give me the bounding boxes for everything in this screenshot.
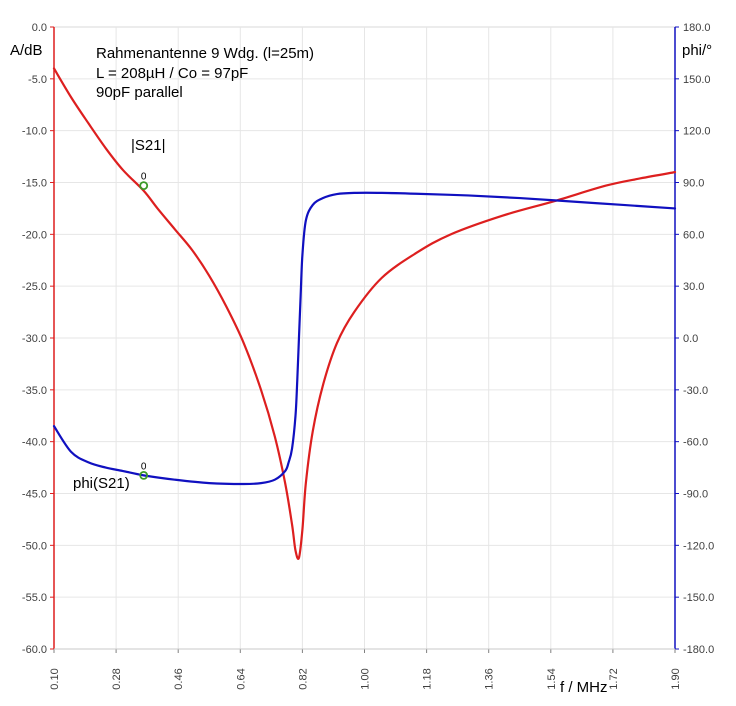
y-left-tick-label: -30.0 xyxy=(22,333,47,345)
y-left-tick-label: -45.0 xyxy=(22,489,47,501)
y-right-tick-label: -120.0 xyxy=(683,540,714,552)
x-tick-label: 0.46 xyxy=(173,668,185,689)
x-tick-label: 1.90 xyxy=(670,668,682,689)
y-left-tick-label: -5.0 xyxy=(28,74,47,86)
marker-s21 xyxy=(139,181,149,191)
series-label-phi: phi(S21) xyxy=(73,475,130,492)
x-tick-label: 1.36 xyxy=(484,668,496,689)
y-left-tick-label: -15.0 xyxy=(22,178,47,190)
y-left-tick-label: -55.0 xyxy=(22,592,47,604)
x-tick-label: 0.10 xyxy=(49,668,61,689)
y-right-tick-label: 0.0 xyxy=(683,333,698,345)
grid xyxy=(53,26,676,650)
x-tick-label: 0.64 xyxy=(235,668,247,689)
series-line-s21 xyxy=(52,67,677,560)
y-left-tick-label: -25.0 xyxy=(22,281,47,293)
x-tick-label: 1.00 xyxy=(360,668,372,689)
series-line-phi xyxy=(52,191,677,486)
y-left-tick-label: -40.0 xyxy=(22,437,47,449)
y-right-tick-label: -180.0 xyxy=(683,644,714,656)
y-left-tick-label: 0.0 xyxy=(32,22,47,34)
y-right-tick-label: 120.0 xyxy=(683,126,711,138)
annotation-title: Rahmenantenne 9 Wdg. (l=25m) xyxy=(96,45,314,62)
y-right-tick-label: 150.0 xyxy=(683,74,711,86)
annotation-parallel-cap: 90pF parallel xyxy=(96,84,183,101)
y-right-tick-label: -90.0 xyxy=(683,489,708,501)
x-tick-label: 0.82 xyxy=(297,668,309,689)
x-tick-label: 0.28 xyxy=(111,668,123,689)
markers: 00 xyxy=(139,172,149,480)
annotation-inductance: L = 208µH / Co = 97pF xyxy=(96,65,248,82)
x-tick-label: 1.18 xyxy=(422,668,434,689)
y-left-tick-label: -60.0 xyxy=(22,644,47,656)
y-left-tick-label: -20.0 xyxy=(22,229,47,241)
y-right-tick-label: 90.0 xyxy=(683,178,704,190)
axes: 0.0 180.0 -5.0 150.0 -10.0 120.0 -15.0 90.0 -20.… xyxy=(22,22,714,690)
y-left-tick-label: -50.0 xyxy=(22,540,47,552)
y-right-tick-label: -60.0 xyxy=(683,437,708,449)
y-left-tick-label: -35.0 xyxy=(22,385,47,397)
y-right-tick-label: -30.0 xyxy=(683,385,708,397)
y-left-axis-label: A/dB xyxy=(10,42,43,59)
y-left-tick-label: -10.0 xyxy=(22,126,47,138)
marker-phi xyxy=(139,470,149,480)
y-right-tick-label: 30.0 xyxy=(683,281,704,293)
x-tick-label: 1.54 xyxy=(546,668,558,689)
marker-label: 0 xyxy=(141,172,147,183)
y-right-tick-label: 180.0 xyxy=(683,22,711,34)
y-right-axis-label: phi/° xyxy=(682,42,712,59)
y-right-tick-label: -150.0 xyxy=(683,592,714,604)
x-axis-label: f / MHz xyxy=(560,679,608,696)
y-right-tick-label: 60.0 xyxy=(683,229,704,241)
series xyxy=(52,67,677,560)
series-label-s21: |S21| xyxy=(131,137,165,154)
marker-label: 0 xyxy=(141,461,147,472)
x-tick-label: 1.72 xyxy=(608,668,620,689)
labels: A/dB phi/° f / MHz Rahmenantenne 9 Wdg. … xyxy=(10,42,712,696)
